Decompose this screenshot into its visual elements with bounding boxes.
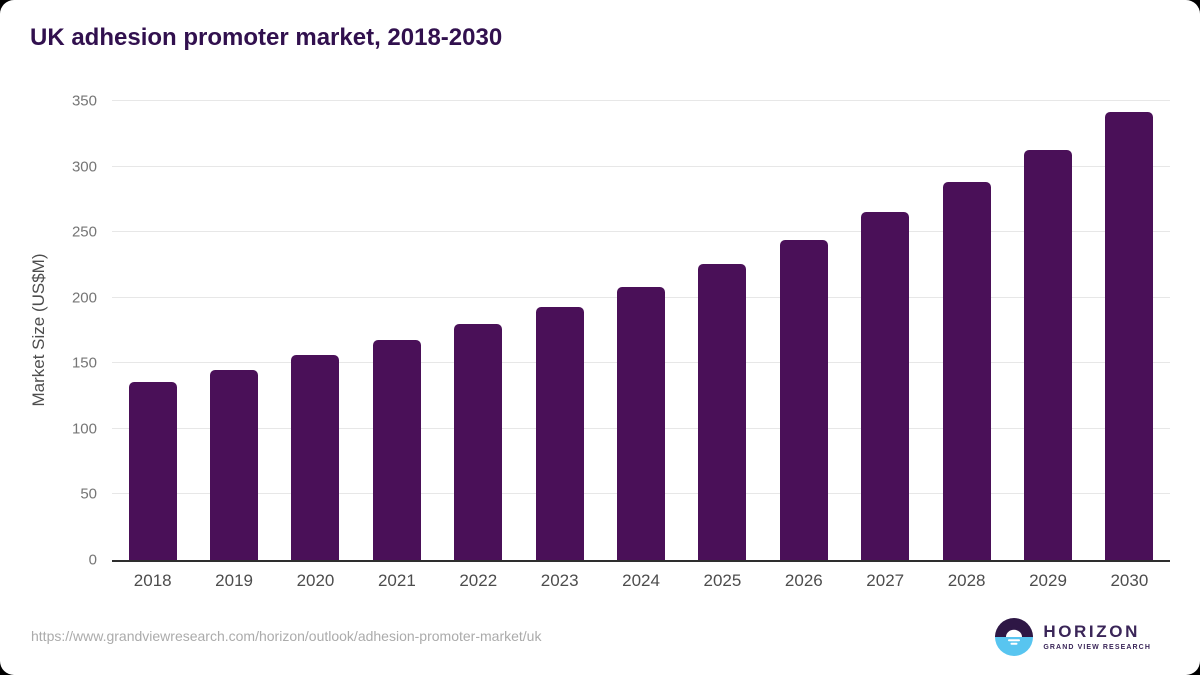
bars [112,101,1170,560]
y-tick-label: 300 [71,158,97,176]
bar-2019 [210,369,259,560]
bar-slot [763,101,844,560]
logo-text: HORIZON GRAND VIEW RESEARCH [1043,622,1151,651]
bar-slot [1007,101,1088,560]
bar-slot [926,101,1007,560]
bar-2027 [861,212,910,560]
x-tick-label: 2024 [622,571,660,590]
bar-slot [600,101,681,560]
bar-slot [682,101,763,560]
bar-slot [845,101,926,560]
bar-slot [519,101,600,560]
logo-wordmark: HORIZON [1043,622,1140,642]
logo-subtitle: GRAND VIEW RESEARCH [1043,643,1151,651]
y-tick-labels: 0 50 100 150 200 250 300 350 [0,94,97,568]
x-tick-label: 2026 [784,571,823,590]
x-tick-label: 2030 [1110,571,1149,590]
bar-slot [193,101,274,560]
bar-2022 [454,323,503,560]
x-tick-label: 2028 [947,571,986,590]
bar-2018 [128,381,177,560]
x-tick-label: 2025 [703,571,742,590]
bar-slot [112,101,193,560]
bar-slot [438,101,519,560]
y-tick-label: 0 [88,551,97,569]
bar-2029 [1023,149,1072,560]
bar-slot [1089,101,1170,560]
horizon-logo: HORIZON GRAND VIEW RESEARCH [995,618,1151,656]
bar-2028 [942,182,991,560]
y-tick-label: 100 [71,420,97,438]
x-tick-label: 2022 [459,571,498,590]
x-tick-label: 2020 [296,571,335,590]
bar-2023 [535,306,584,560]
x-tick-label: 2019 [215,571,253,590]
y-tick-label: 350 [71,92,97,110]
bar-2021 [372,339,421,560]
bar-2020 [291,355,340,560]
source-url: https://www.grandviewresearch.com/horizo… [31,628,542,644]
x-tick-label: 2027 [866,571,905,590]
gridline [112,231,1170,233]
y-tick-label: 250 [71,223,97,241]
bar-2026 [779,240,828,560]
gridline [112,100,1170,101]
bar-slot [356,101,437,560]
x-tick-labels: 2018 2019 2020 2021 2022 2023 2024 2025 2026 2027… [112,571,1170,591]
bar-2025 [698,263,747,560]
horizon-sunset-circle-icon [995,618,1034,656]
gridline [112,165,1170,167]
y-tick-label: 50 [80,485,97,503]
y-tick-label: 200 [71,289,97,307]
bar-slot [275,101,356,560]
x-tick-label: 2029 [1029,571,1067,590]
x-tick-label: 2021 [377,571,416,590]
y-tick-label: 150 [71,354,97,372]
bar-2030 [1105,111,1154,560]
chart-title: UK adhesion promoter market, 2018-2030 [30,24,503,51]
x-tick-label: 2023 [540,571,579,590]
plot-area [112,100,1170,562]
x-tick-label: 2018 [133,571,172,590]
bar-2024 [617,287,666,560]
